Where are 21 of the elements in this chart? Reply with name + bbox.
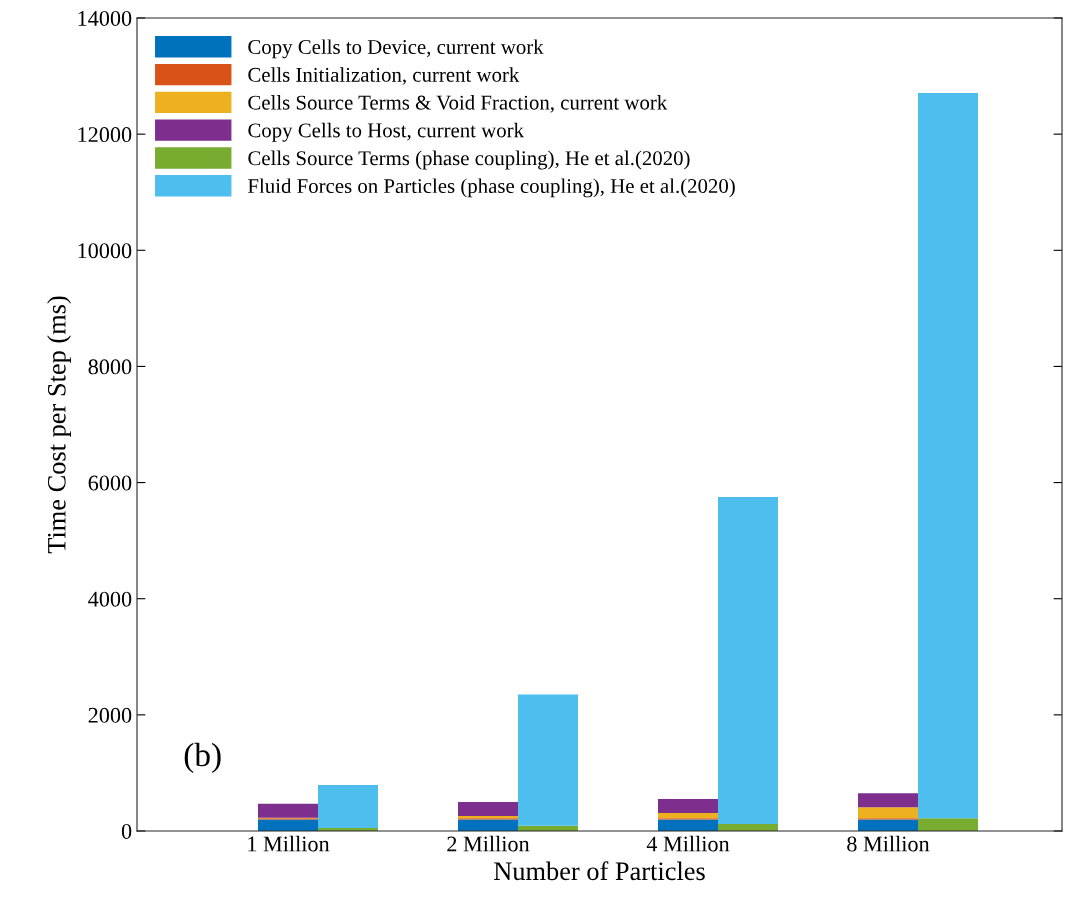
legend-label: Copy Cells to Device, current work bbox=[248, 39, 544, 59]
y-tick-label: 6000 bbox=[88, 475, 132, 491]
y-tick-label: 2000 bbox=[88, 707, 132, 723]
legend-label: Fluid Forces on Particles (phase coupling), He et al.(2020) bbox=[248, 178, 735, 198]
text: (b) bbox=[184, 742, 221, 774]
x-tick-label: 4 Million bbox=[646, 835, 730, 852]
y-tick-label: 10000 bbox=[78, 243, 132, 259]
x-tick-label: 1 Million bbox=[248, 835, 330, 852]
x-tick-label: 2 Million bbox=[447, 835, 530, 852]
legend-label: Cells Initialization, current work bbox=[248, 67, 520, 85]
x-tick-label: 8 Million bbox=[847, 835, 930, 852]
y-tick-label: 14000 bbox=[78, 10, 132, 26]
x-axis-title: Number of Particles bbox=[494, 861, 705, 881]
y-tick-label: 12000 bbox=[78, 127, 132, 143]
y-tick-label: 0 bbox=[121, 823, 132, 839]
legend-label: Cells Source Terms (phase coupling), He et al.(2020) bbox=[248, 150, 690, 170]
legend-label: Cells Source Terms & Void Fraction, current work bbox=[248, 94, 668, 113]
y-tick-label: 4000 bbox=[88, 591, 132, 607]
legend-label: Copy Cells to Host, current work bbox=[248, 122, 525, 142]
y-axis-title: Time Cost per Step (ms) bbox=[47, 296, 72, 554]
y-tick-label: 8000 bbox=[88, 359, 132, 375]
